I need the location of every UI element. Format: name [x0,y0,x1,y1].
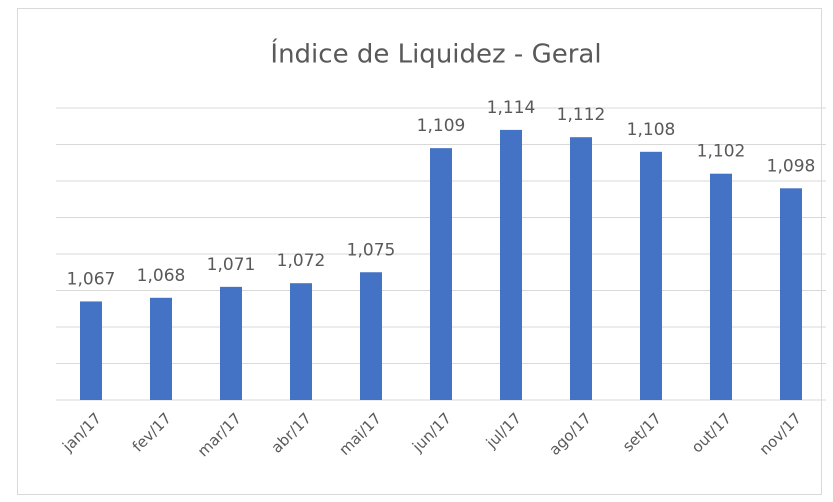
bar [360,272,382,400]
data-label: 1,108 [627,120,676,140]
bar [500,129,522,400]
bar [150,297,172,400]
bar [430,148,452,400]
bar [570,137,592,400]
bar [710,173,732,400]
data-label: 1,068 [137,266,186,286]
chart-border [17,8,822,495]
data-label: 1,112 [557,105,606,125]
data-label: 1,102 [697,142,746,162]
chart-title: Índice de Liquidez - Geral [270,38,601,70]
data-label: 1,098 [767,156,816,176]
data-label: 1,109 [417,116,466,136]
bar [220,286,242,400]
data-label: 1,067 [67,269,116,289]
bar [80,301,102,400]
data-label: 1,075 [347,240,396,260]
data-label: 1,114 [487,98,536,118]
bar [640,151,662,400]
bar [780,188,802,400]
data-label: 1,071 [207,255,256,275]
bar [290,283,312,400]
data-label: 1,072 [277,251,326,271]
